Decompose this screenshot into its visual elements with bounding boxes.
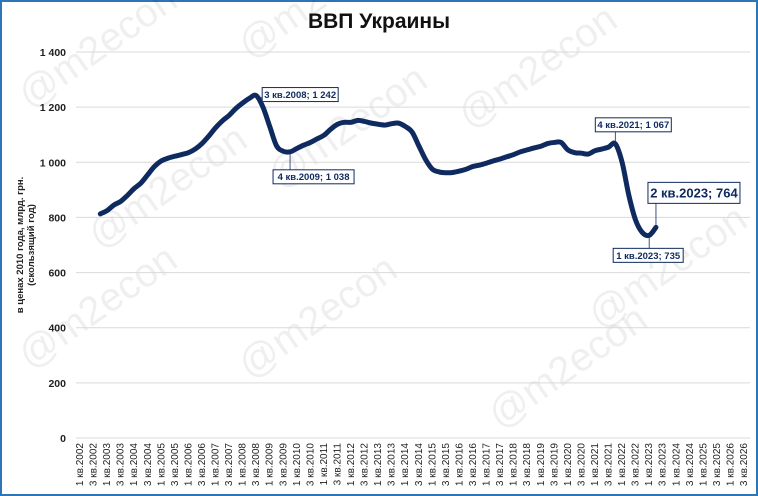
x-tick-label: 3 кв.2009 [278, 443, 289, 486]
x-tick-label: 1 кв.2008 [238, 443, 249, 486]
x-tick-label: 3 кв.2004 [143, 443, 154, 486]
annotation-box [272, 169, 355, 185]
watermark-text: @m2econ [230, 246, 405, 387]
x-tick-label: 3 кв.2018 [522, 443, 533, 486]
x-tick-label: 3 кв.2007 [224, 443, 235, 486]
x-tick-label: 3 кв.2023 [658, 443, 669, 486]
x-tick-label: 1 кв.2010 [292, 443, 303, 486]
x-tick-label: 3 кв.2002 [89, 443, 100, 486]
x-tick-label: 1 кв.2016 [454, 443, 465, 486]
x-tick-label: 1 кв.2024 [671, 443, 682, 486]
x-tick-label: 1 кв.2009 [265, 443, 276, 486]
x-tick-label: 1 кв.2004 [129, 443, 140, 486]
annotation-box [261, 87, 339, 103]
x-tick-label: 1 кв.2021 [590, 443, 601, 486]
y-tick-label: 400 [48, 323, 66, 335]
x-tick-label: 1 кв.2022 [617, 443, 628, 486]
watermark-text: @m2econ [450, 0, 625, 137]
x-tick-label: 3 кв.2025 [712, 443, 723, 486]
x-tick-label: 1 кв.2007 [211, 443, 222, 486]
x-tick-label: 3 кв.2022 [631, 443, 642, 486]
x-tick-label: 1 кв.2017 [482, 443, 493, 486]
x-tick-label: 3 кв.2024 [685, 443, 696, 486]
x-tick-label: 1 кв.2015 [427, 443, 438, 486]
x-tick-label: 1 кв.2019 [536, 443, 547, 486]
annotation-box [647, 181, 741, 204]
y-axis-label: (скользящий год) [26, 204, 37, 286]
x-tick-label: 3 кв.2020 [576, 443, 587, 486]
y-tick-label: 0 [60, 433, 66, 445]
annotation-label: 4 кв.2021; 1 067 [597, 120, 669, 131]
x-tick-label: 3 кв.2003 [116, 443, 127, 486]
annotation-label: 4 кв.2009; 1 038 [278, 172, 350, 183]
annotation-label: 3 кв.2008; 1 242 [264, 90, 336, 101]
y-tick-label: 600 [48, 268, 66, 280]
y-tick-label: 1 000 [40, 157, 66, 169]
y-tick-label: 800 [48, 212, 66, 224]
x-tick-label: 1 кв.2003 [102, 443, 113, 486]
x-tick-label: 3 кв.2010 [305, 443, 316, 486]
watermark-text: @m2econ [230, 0, 405, 67]
watermark-text: @m2econ [80, 116, 255, 257]
annotation-label: 1 кв.2023; 735 [616, 251, 681, 262]
x-tick-label: 3 кв.2017 [495, 443, 506, 486]
x-tick-label: 3 кв.2016 [468, 443, 479, 486]
annotation-box [612, 247, 684, 263]
x-tick-label: 1 кв.2023 [644, 443, 655, 486]
x-tick-label: 3 кв.2011 [332, 443, 343, 486]
x-tick-label: 3 кв.2021 [604, 443, 615, 486]
x-tick-label: 3 кв.2008 [251, 443, 262, 486]
chart-title: ВВП Украины [307, 10, 451, 33]
x-tick-label: 3 кв.2005 [170, 443, 181, 486]
x-tick-label: 3 кв.2026 [739, 443, 750, 486]
x-tick-label: 3 кв.2013 [387, 443, 398, 486]
x-tick-label: 1 кв.2011 [319, 443, 330, 486]
x-tick-label: 1 кв.2013 [373, 443, 384, 486]
x-tick-label: 1 кв.2018 [509, 443, 520, 486]
watermark-text: @m2econ [10, 0, 185, 117]
y-tick-label: 200 [48, 378, 66, 390]
x-tick-label: 3 кв.2015 [441, 443, 452, 486]
x-tick-label: 1 кв.2020 [563, 443, 574, 486]
x-tick-label: 1 кв.2026 [725, 443, 736, 486]
x-tick-label: 1 кв.2005 [156, 443, 167, 486]
x-tick-label: 1 кв.2012 [346, 443, 357, 486]
x-tick-label: 3 кв.2019 [549, 443, 560, 486]
x-tick-label: 3 кв.2014 [414, 443, 425, 486]
x-tick-label: 3 кв.2006 [197, 443, 208, 486]
y-tick-label: 1 400 [40, 47, 66, 59]
y-tick-label: 1 200 [40, 102, 66, 114]
x-tick-label: 3 кв.2012 [360, 443, 371, 486]
annotation-box [594, 117, 672, 133]
x-tick-label: 1 кв.2006 [183, 443, 194, 486]
y-axis-label: в ценах 2010 года, млрд. грн. [15, 177, 26, 314]
x-tick-label: 1 кв.2002 [75, 443, 86, 486]
annotation-label: 2 кв.2023; 764 [650, 186, 738, 201]
x-tick-label: 1 кв.2025 [698, 443, 709, 486]
x-tick-label: 1 кв.2014 [400, 443, 411, 486]
